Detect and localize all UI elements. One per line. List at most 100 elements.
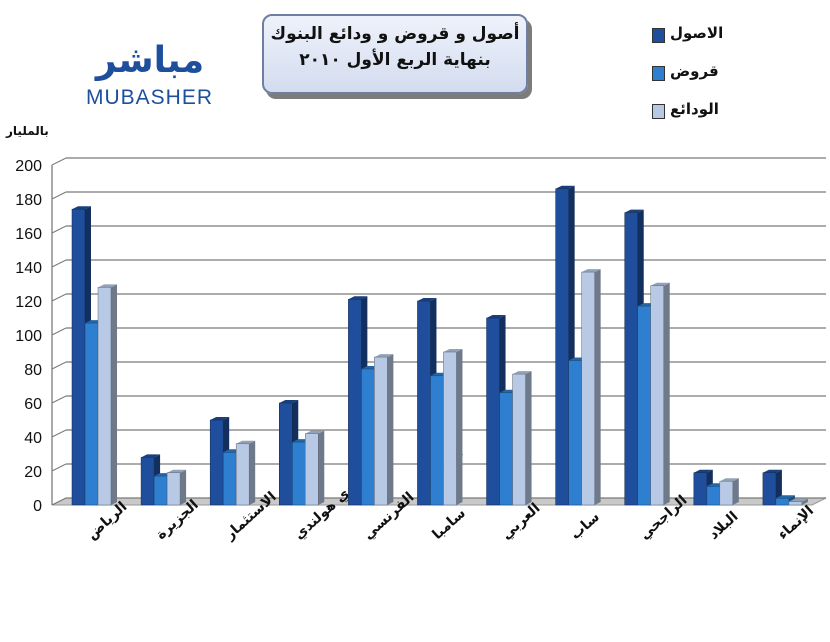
bar-top [762,469,782,473]
bar-side [732,478,739,505]
bar-top [72,206,91,210]
logo-english-text: MUBASHER [86,86,214,109]
bar-top [788,498,808,502]
bar-top [417,298,437,301]
mubasher-logo: مباشر MUBASHER [80,40,230,112]
legend-item-loans: قروض [590,60,750,98]
y-axis-unit-label: بالمليار [6,124,49,138]
bar-assets [279,402,293,506]
bar-assets [417,300,431,506]
gridline-depth [51,395,67,404]
bar-loans [568,360,582,506]
y-tick-label: 0 [33,498,42,515]
legend-label-assets: الاصول [670,24,724,42]
bar-deposits [374,356,388,506]
bar-loans [499,392,513,506]
bar-assets [140,457,155,506]
bar-deposits [166,472,181,506]
bar-assets [71,208,86,506]
bar-side [387,354,394,505]
bar-top [624,209,644,213]
bar-loans [706,486,721,506]
bar-deposits [650,285,664,506]
bar-assets [555,188,569,506]
bar-side [111,284,117,505]
bar-top [555,185,575,189]
bar-deposits [581,271,595,506]
bar-assets [624,212,638,506]
bar-loans [775,497,790,506]
gridline-depth [51,497,67,506]
legend-item-deposits: الودائع [590,98,750,136]
bar-top [719,478,739,482]
bar-loans [637,305,651,506]
bar-deposits [512,373,526,506]
legend-swatch-deposits [652,104,665,119]
y-tick-label: 200 [15,158,42,175]
bar-loans [430,375,444,506]
bar-assets [762,472,777,506]
gridline-depth [51,361,67,370]
bar-top [210,417,230,420]
bar-top [305,430,325,434]
bar-side [594,269,601,505]
bar-top [650,282,670,286]
gridline-depth [51,259,67,268]
bar-top [581,269,601,273]
chart-title-box: أصول و قروض و ودائع البنوك بنهاية الربع … [262,14,528,94]
bar-top [443,349,463,352]
legend-label-deposits: الودائع [670,100,719,118]
bar-top [374,354,394,358]
bar-top [141,454,161,458]
x-category-label: ساب [568,509,603,543]
gridline-depth [51,327,67,336]
bar-side [801,498,808,505]
bar-side [525,371,532,505]
legend-label-loans: قروض [670,62,719,80]
y-tick-label: 40 [24,430,42,447]
gridline-depth [51,225,67,234]
bar-top [486,315,506,318]
bar-top [236,440,256,444]
x-category-label: سامبا [429,505,468,543]
x-category-label: الإنماء [775,503,817,543]
bar-deposits [719,480,734,506]
bar-deposits [235,443,250,506]
y-tick-label: 180 [15,192,42,209]
bar-side [249,440,256,505]
chart-title-line2: بنهاية الربع الأول ٢٠١٠ [299,50,491,70]
x-category-label: العربي [499,500,544,543]
bar-top [167,469,187,473]
legend-swatch-assets [652,28,665,43]
bar-deposits [788,501,803,506]
bar-deposits [97,287,112,506]
bar-assets [486,317,500,506]
bar-side [318,430,325,505]
y-tick-label: 120 [15,294,42,311]
bar-side [180,469,187,505]
bar-deposits [443,351,457,506]
bar-side [663,282,670,505]
bar-top [512,371,532,375]
y-tick-label: 20 [24,464,42,481]
bar-assets [348,299,362,506]
y-tick-label: 80 [24,362,42,379]
bar-loans [84,322,99,506]
y-tick-label: 60 [24,396,42,413]
gridline-depth [51,157,67,166]
bar-loans [153,475,168,506]
gridline-depth [51,429,67,438]
bar-top [775,495,795,499]
gridline-depth [51,293,67,302]
gridline-depth [51,191,67,200]
legend-item-assets: الاصول [590,22,750,60]
bar-side [456,349,463,505]
legend-swatch-loans [652,66,665,81]
legend: الاصول قروض الودائع [590,22,750,136]
bar-assets [209,419,224,506]
bar-loans [222,452,237,506]
y-tick-label: 100 [15,328,42,345]
chart-title-line1: أصول و قروض و ودائع البنوك [270,24,520,44]
gridline-depth [51,463,67,472]
